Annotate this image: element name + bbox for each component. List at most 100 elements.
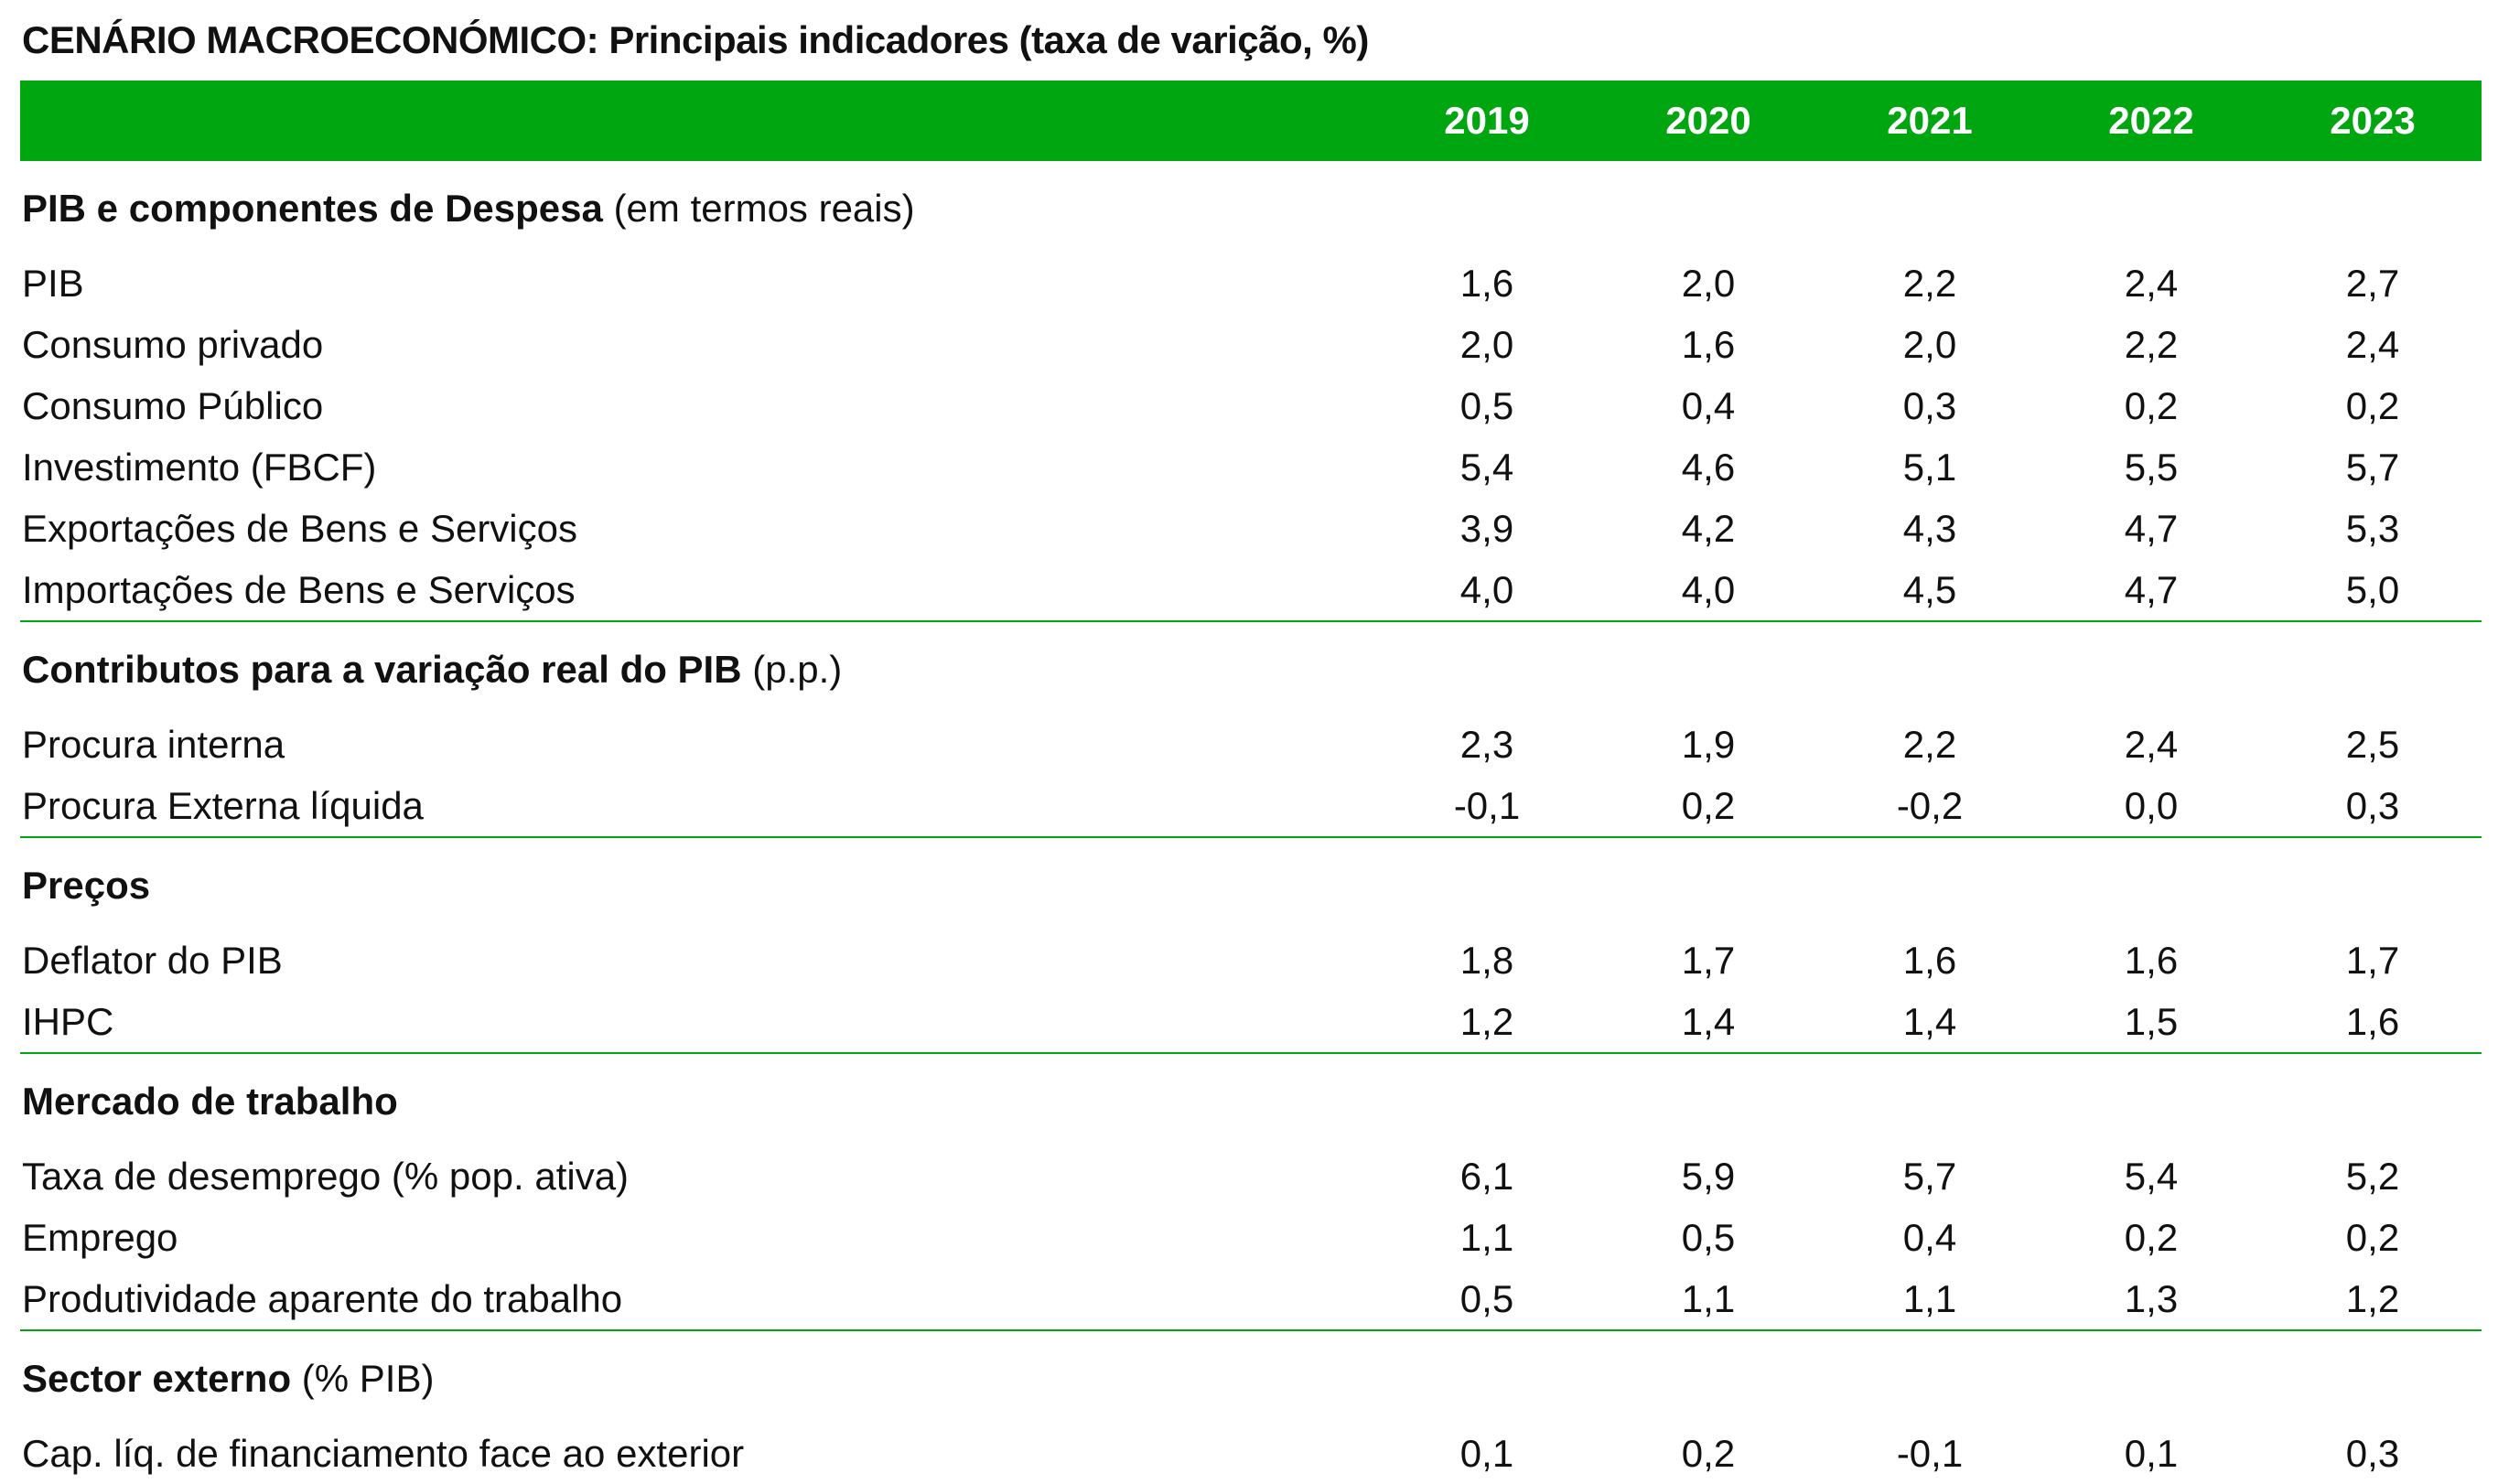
table-row: Taxa de desemprego (% pop. ativa) 6,1 5,9 5… bbox=[20, 1145, 2482, 1207]
table-row: Importações de Bens e Serviços 4,0 4,0 4,5 4… bbox=[20, 559, 2482, 620]
value-2019: 2,0 bbox=[1459, 322, 1514, 366]
value-2019: 1,6 bbox=[1459, 261, 1514, 305]
table-body: PIB e componentes de Despesa (em termos … bbox=[20, 161, 2482, 1484]
section-heading-label: Mercado de trabalho bbox=[20, 1080, 1376, 1124]
row-label: Deflator do PIB bbox=[22, 938, 283, 982]
row-label: Produtividade aparente do trabalho bbox=[22, 1276, 623, 1320]
value-2019: 1,8 bbox=[1459, 938, 1514, 982]
table-row: IHPC 1,2 1,4 1,4 1,5 1,6 bbox=[20, 991, 2482, 1052]
value-2020: 1,7 bbox=[1681, 938, 1736, 982]
table-row: PIB 1,6 2,0 2,2 2,4 2,7 bbox=[20, 253, 2482, 314]
table-row: Consumo Público 0,5 0,4 0,3 0,2 0,2 bbox=[20, 375, 2482, 436]
value-2021: 0,4 bbox=[1902, 1215, 1957, 1259]
value-2023: 1,7 bbox=[2345, 938, 2400, 982]
value-2022: 2,4 bbox=[2124, 261, 2179, 305]
macro-table: CENÁRIO MACROECONÓMICO: Principais indic… bbox=[20, 0, 2482, 1484]
value-2022: 0,2 bbox=[2124, 383, 2179, 427]
value-2023: 5,2 bbox=[2345, 1154, 2400, 1198]
value-2019: 1,2 bbox=[1459, 999, 1514, 1043]
section-heading-text: Contributos para a variação real do PIB bbox=[22, 648, 742, 691]
value-2022: 5,4 bbox=[2124, 1154, 2179, 1198]
row-label: Procura interna bbox=[22, 722, 285, 766]
row-label: Exportações de Bens e Serviços bbox=[22, 506, 577, 550]
table-row: Exportações de Bens e Serviços 3,9 4,2 4,3 4… bbox=[20, 498, 2482, 559]
value-2022: 0,0 bbox=[2124, 783, 2179, 827]
value-2019: 2,3 bbox=[1459, 722, 1514, 766]
section-contributos-para-a-variacao-real-do-pib: Contributos para a variação real do PIB … bbox=[20, 622, 2482, 838]
value-2019: 6,1 bbox=[1459, 1154, 1514, 1198]
section-heading-label: PIB e componentes de Despesa (em termos … bbox=[20, 187, 1376, 231]
value-2022: 1,5 bbox=[2124, 999, 2179, 1043]
value-2019: 1,1 bbox=[1459, 1215, 1514, 1259]
value-2023: 2,4 bbox=[2345, 322, 2400, 366]
value-2022: 4,7 bbox=[2124, 567, 2179, 611]
section-heading: Contributos para a variação real do PIB … bbox=[20, 622, 2482, 714]
row-label: Consumo privado bbox=[22, 322, 324, 366]
value-2022: 2,2 bbox=[2124, 322, 2179, 366]
value-2019: 0,1 bbox=[1459, 1431, 1514, 1475]
year-2019: 2019 bbox=[1444, 99, 1530, 142]
row-label: Investimento (FBCF) bbox=[22, 445, 377, 489]
value-2022: 0,1 bbox=[2124, 1431, 2179, 1475]
table-row: Investimento (FBCF) 5,4 4,6 5,1 5,5 5,7 bbox=[20, 436, 2482, 498]
value-2021: 4,3 bbox=[1902, 506, 1957, 550]
table-row: Procura interna 2,3 1,9 2,2 2,4 2,5 bbox=[20, 714, 2482, 775]
value-2020: 1,1 bbox=[1681, 1276, 1736, 1320]
section-heading: Preços bbox=[20, 838, 2482, 930]
section-heading-note: (em termos reais) bbox=[613, 187, 915, 230]
value-2019: 4,0 bbox=[1459, 567, 1514, 611]
value-2023: 0,2 bbox=[2345, 1215, 2400, 1259]
value-2020: 2,0 bbox=[1681, 261, 1736, 305]
value-2023: 1,6 bbox=[2345, 999, 2400, 1043]
value-2020: 4,6 bbox=[1681, 445, 1736, 489]
table-row: Deflator do PIB 1,8 1,7 1,6 1,6 1,7 bbox=[20, 930, 2482, 991]
value-2021: 4,5 bbox=[1902, 567, 1957, 611]
table-title: CENÁRIO MACROECONÓMICO: Principais indic… bbox=[22, 18, 1369, 61]
value-2020: 0,2 bbox=[1681, 1431, 1736, 1475]
value-2023: 0,3 bbox=[2345, 1431, 2400, 1475]
section-heading-text: Mercado de trabalho bbox=[22, 1080, 398, 1123]
value-2022: 2,4 bbox=[2124, 722, 2179, 766]
table-row: Procura Externa líquida -0,1 0,2 -0,2 0,0 0,3 bbox=[20, 775, 2482, 836]
section-heading: Sector externo (% PIB) bbox=[20, 1331, 2482, 1423]
value-2022: 1,3 bbox=[2124, 1276, 2179, 1320]
value-2019: 5,4 bbox=[1459, 445, 1514, 489]
value-2019: -0,1 bbox=[1453, 783, 1521, 827]
value-2020: 0,2 bbox=[1681, 783, 1736, 827]
value-2019: 3,9 bbox=[1459, 506, 1514, 550]
year-2021: 2021 bbox=[1887, 99, 1973, 142]
section-heading-note: (% PIB) bbox=[301, 1357, 435, 1400]
value-2021: 0,3 bbox=[1902, 383, 1957, 427]
value-2020: 1,6 bbox=[1681, 322, 1736, 366]
value-2020: 0,5 bbox=[1681, 1215, 1736, 1259]
year-2020: 2020 bbox=[1665, 99, 1751, 142]
year-header: 2019 2020 2021 2022 2023 bbox=[20, 81, 2482, 161]
table-row: Cap. líq. de financiamento face ao exter… bbox=[20, 1423, 2482, 1484]
section-pib-e-componentes-de-despesa: PIB e componentes de Despesa (em termos … bbox=[20, 161, 2482, 622]
value-2019: 0,5 bbox=[1459, 383, 1514, 427]
value-2021: 1,6 bbox=[1902, 938, 1957, 982]
table-row: Consumo privado 2,0 1,6 2,0 2,2 2,4 bbox=[20, 314, 2482, 375]
row-label: Emprego bbox=[22, 1215, 178, 1259]
value-2021: 2,2 bbox=[1902, 261, 1957, 305]
value-2020: 0,4 bbox=[1681, 383, 1736, 427]
row-label: Importações de Bens e Serviços bbox=[22, 567, 576, 611]
value-2021: -0,1 bbox=[1896, 1431, 1964, 1475]
value-2021: -0,2 bbox=[1896, 783, 1964, 827]
section-heading-text: Preços bbox=[22, 864, 151, 907]
row-label: IHPC bbox=[22, 999, 114, 1043]
value-2020: 5,9 bbox=[1681, 1154, 1736, 1198]
value-2022: 0,2 bbox=[2124, 1215, 2179, 1259]
value-2023: 5,7 bbox=[2345, 445, 2400, 489]
section-heading-label: Contributos para a variação real do PIB … bbox=[20, 648, 1376, 692]
value-2021: 1,1 bbox=[1902, 1276, 1957, 1320]
section-heading-label: Preços bbox=[20, 864, 1376, 908]
value-2023: 5,0 bbox=[2345, 567, 2400, 611]
section-heading-text: Sector externo bbox=[22, 1357, 292, 1400]
section-heading: PIB e componentes de Despesa (em termos … bbox=[20, 161, 2482, 253]
row-label: Taxa de desemprego (% pop. ativa) bbox=[22, 1154, 630, 1198]
year-2023: 2023 bbox=[2330, 99, 2416, 142]
value-2023: 0,2 bbox=[2345, 383, 2400, 427]
value-2023: 1,2 bbox=[2345, 1276, 2400, 1320]
section-heading-note: (p.p.) bbox=[752, 648, 843, 691]
